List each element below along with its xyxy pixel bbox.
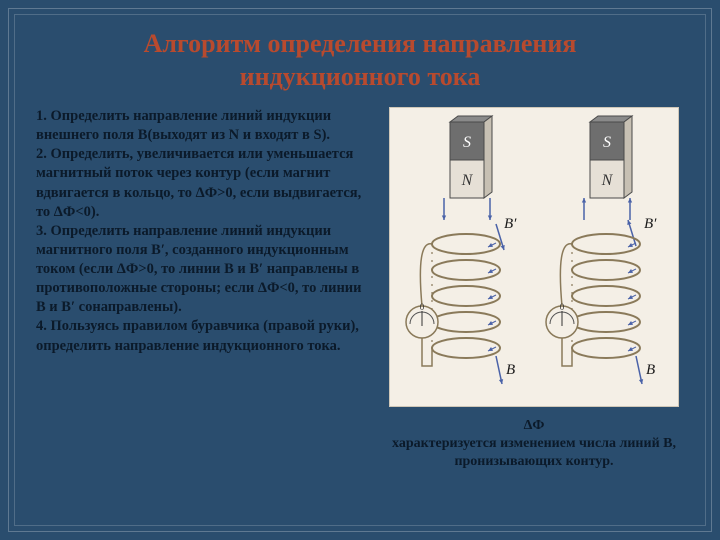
content-row: 1. Определить направление линий индукции… [36, 107, 684, 472]
figure-column: S N B′ B 0 S N B′ B 0 ΔФ характеризуется изменени… [384, 107, 684, 472]
svg-text:N: N [601, 172, 614, 189]
figure-caption: ΔФ характеризуется изменением числа лини… [384, 417, 684, 472]
figure-svg: S N B′ B 0 S N B′ B 0 [390, 108, 680, 408]
svg-text:B: B [506, 362, 515, 378]
svg-text:N: N [461, 172, 474, 189]
svg-text:0: 0 [420, 302, 425, 312]
svg-text:B′: B′ [644, 216, 657, 232]
slide: Алгоритм определения направления индукци… [0, 0, 720, 540]
svg-text:S: S [603, 134, 611, 151]
slide-title: Алгоритм определения направления индукци… [36, 28, 684, 93]
svg-text:0: 0 [560, 302, 565, 312]
title-line-1: Алгоритм определения направления [144, 29, 577, 58]
svg-text:B: B [646, 362, 655, 378]
physics-figure: S N B′ B 0 S N B′ B 0 [389, 107, 679, 407]
svg-text:S: S [463, 134, 471, 151]
steps-text: 1. Определить направление линий индукции… [36, 107, 366, 472]
svg-text:B′: B′ [504, 216, 517, 232]
title-line-2: индукционного тока [240, 62, 481, 91]
